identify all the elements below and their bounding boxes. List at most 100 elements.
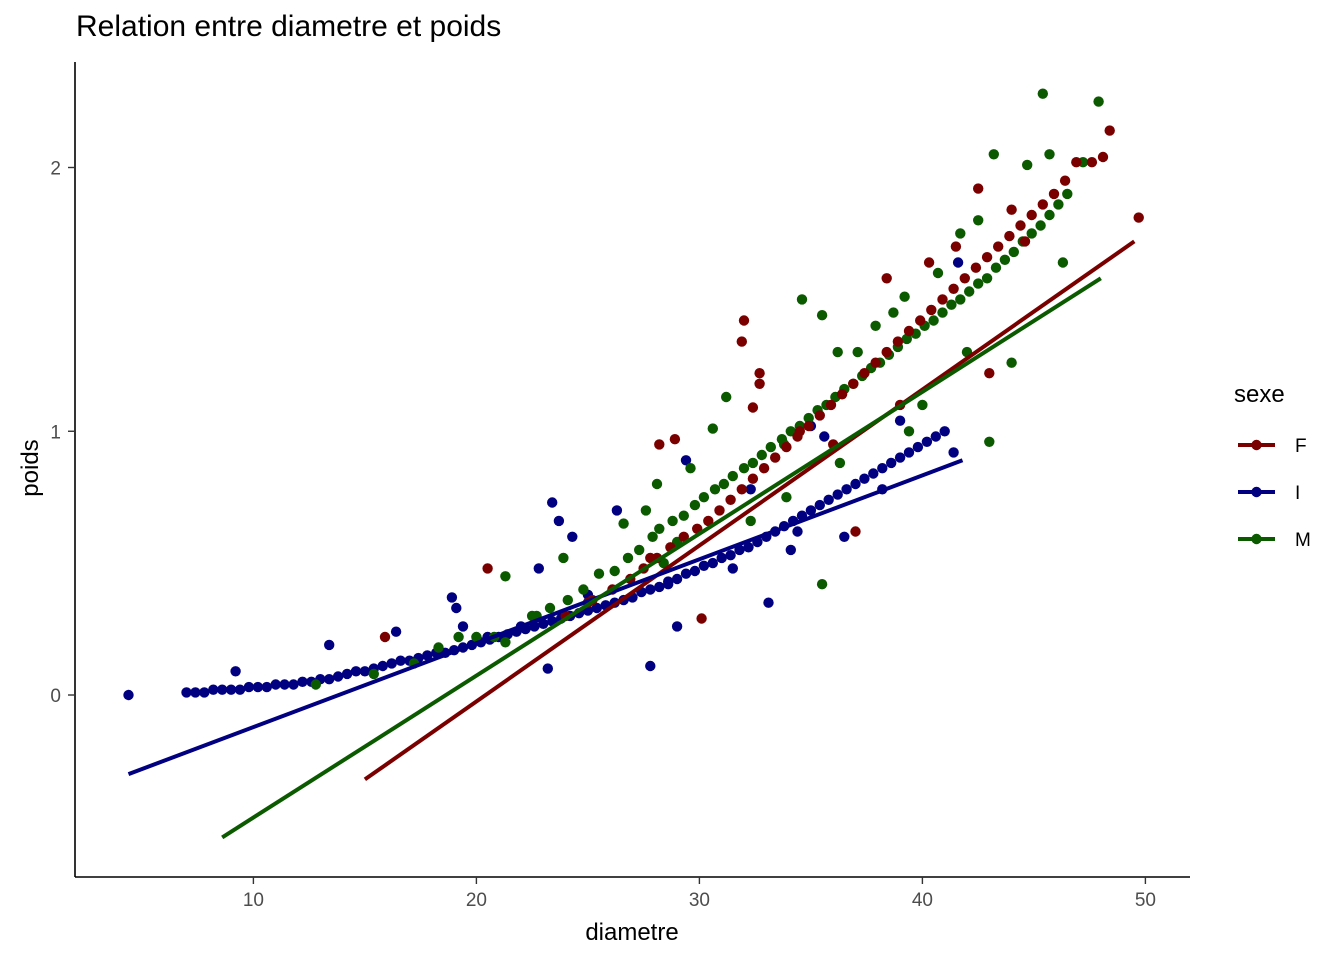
point-I: [680, 455, 692, 466]
point-I: [805, 505, 817, 516]
point-F: [948, 283, 959, 294]
point-I: [208, 684, 219, 695]
point-M: [368, 668, 379, 680]
point-I: [654, 581, 665, 593]
point-M: [593, 568, 605, 579]
point-M: [651, 478, 663, 490]
point-I: [877, 463, 888, 474]
point-F: [973, 183, 984, 194]
point-M: [937, 307, 948, 318]
legend-label: F: [1295, 436, 1307, 457]
point-M: [1006, 357, 1017, 368]
point-F: [754, 378, 765, 389]
point-F: [848, 378, 859, 389]
point-M: [955, 294, 966, 305]
point-F: [892, 336, 904, 347]
point-M: [562, 594, 573, 606]
point-I: [190, 687, 201, 698]
point-M: [745, 515, 756, 527]
point-F: [736, 484, 747, 495]
legend-label: I: [1295, 483, 1300, 504]
point-M: [999, 254, 1011, 265]
ticks-layer: 10 20 30 40 50 0 1 2: [50, 159, 1156, 911]
point-I: [297, 676, 308, 687]
point-I: [952, 257, 964, 268]
point-F: [923, 257, 935, 268]
trend-line-F: [363, 239, 1136, 782]
point-F: [803, 420, 814, 432]
point-M: [1021, 159, 1033, 171]
point-I: [386, 658, 397, 669]
point-F: [770, 452, 781, 463]
point-I: [698, 560, 710, 571]
point-F: [959, 273, 970, 284]
point-I: [591, 602, 602, 614]
point-I: [324, 674, 335, 685]
point-I: [457, 621, 469, 632]
point-I: [727, 563, 738, 574]
point-M: [500, 571, 511, 582]
point-F: [747, 473, 759, 484]
point-M: [973, 278, 984, 289]
point-I: [680, 568, 692, 579]
point-M: [1035, 220, 1046, 231]
point-M: [453, 631, 464, 643]
point-F: [950, 241, 962, 252]
point-M: [990, 262, 1002, 273]
point-I: [538, 618, 549, 629]
point-I: [324, 639, 335, 651]
point-M: [709, 484, 721, 495]
point-F: [1104, 125, 1115, 136]
point-M: [634, 544, 645, 556]
point-F: [725, 494, 736, 505]
point-M: [698, 492, 710, 503]
point-F: [981, 252, 993, 263]
point-I: [390, 626, 402, 637]
point-F: [915, 315, 926, 326]
point-M: [981, 273, 993, 284]
y-axis-title: poids: [17, 439, 44, 496]
point-I: [745, 484, 756, 495]
point-F: [1004, 230, 1015, 242]
point-F: [1086, 157, 1098, 168]
point-M: [1044, 209, 1055, 221]
point-I: [939, 426, 950, 437]
point-I: [785, 544, 796, 556]
point-F: [1037, 199, 1049, 210]
point-M: [718, 478, 730, 490]
point-I: [359, 666, 371, 677]
point-F: [1019, 236, 1031, 247]
point-M: [727, 470, 738, 482]
point-I: [199, 687, 210, 698]
point-F: [758, 463, 770, 474]
point-M: [870, 320, 881, 331]
point-I: [377, 660, 388, 672]
point-I: [567, 531, 578, 542]
point-I: [814, 499, 825, 511]
point-I: [395, 655, 406, 666]
point-F: [984, 368, 995, 379]
point-I: [533, 563, 544, 574]
point-M: [984, 436, 995, 447]
point-F: [703, 515, 714, 527]
point-I: [743, 542, 754, 553]
point-F: [1133, 212, 1144, 223]
series-M-points: [310, 88, 1104, 690]
chart-title: Relation entre diametre et poids: [76, 10, 502, 43]
point-M: [1053, 199, 1064, 210]
point-F: [993, 241, 1004, 252]
point-I: [763, 597, 774, 608]
point-F: [881, 346, 892, 358]
point-M: [973, 215, 984, 226]
point-I: [859, 473, 870, 484]
point-M: [622, 552, 634, 564]
point-M: [433, 642, 444, 653]
point-F: [482, 563, 493, 574]
point-I: [689, 565, 701, 577]
y-tick-label: 2: [50, 159, 61, 180]
point-F: [714, 505, 725, 516]
point-M: [781, 492, 792, 503]
point-F: [825, 399, 837, 411]
legend-entry-F: F: [1238, 436, 1307, 457]
x-tick-label: 50: [1135, 890, 1156, 911]
